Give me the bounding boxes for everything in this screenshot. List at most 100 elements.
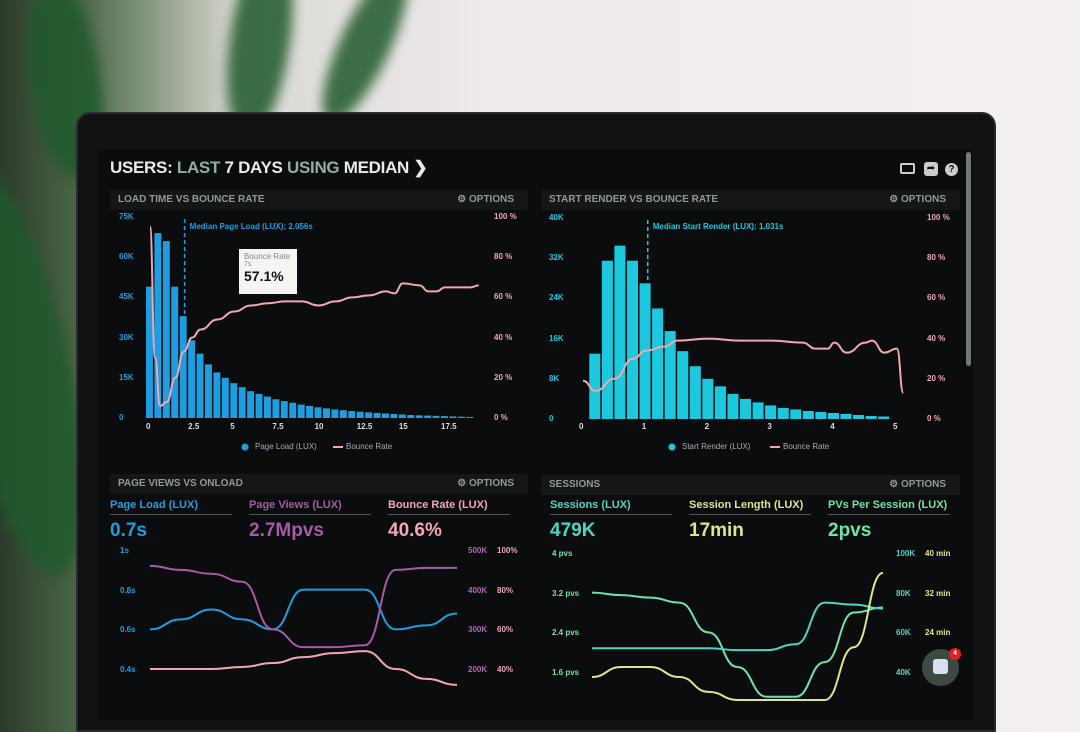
x-axis-tick: 2 xyxy=(704,422,710,431)
y2-axis-tick: 200K xyxy=(468,665,488,674)
histogram-bar xyxy=(727,393,739,419)
histogram-bar xyxy=(689,366,701,419)
y2-axis-tick: 0 % xyxy=(927,414,941,423)
histogram-bar xyxy=(205,364,212,418)
title-using: USING xyxy=(287,158,340,177)
y-axis-tick: 1.6 pvs xyxy=(552,668,580,677)
histogram-bar xyxy=(171,286,179,418)
chevron-down-icon[interactable]: ❯ xyxy=(413,158,428,177)
y3-axis-tick: 24 min xyxy=(925,628,951,638)
histogram-bar xyxy=(213,372,221,418)
histogram-bar xyxy=(652,308,664,419)
histogram-bar xyxy=(390,413,398,418)
panel-title: LOAD TIME VS BOUNCE RATE xyxy=(118,194,265,205)
y-axis-tick: 30K xyxy=(119,332,134,342)
histogram-bar xyxy=(365,412,373,418)
metric-label: Session Length (LUX) xyxy=(689,499,811,515)
x-axis-tick: 0 xyxy=(579,422,584,431)
legend-swatch xyxy=(668,443,676,451)
histogram-bar xyxy=(441,416,448,418)
y-axis-tick: 0.4s xyxy=(120,665,136,674)
histogram-bar xyxy=(601,260,613,419)
histogram-bar xyxy=(589,353,601,419)
histogram-bar xyxy=(280,401,288,418)
y2-axis-tick: 100K xyxy=(896,549,916,558)
title-users: USERS: xyxy=(110,158,173,177)
histogram-bar xyxy=(802,410,814,419)
y2-axis-tick: 80 % xyxy=(494,252,513,262)
histogram-bar xyxy=(348,411,356,418)
y3-axis-tick: 40% xyxy=(497,665,514,674)
histogram-bar xyxy=(878,416,890,419)
histogram-bar xyxy=(179,316,187,418)
bounce-rate-line xyxy=(149,226,479,407)
y-axis-tick: 32K xyxy=(549,253,564,263)
x-axis-tick: 10 xyxy=(314,422,324,431)
histogram-bar xyxy=(432,415,440,418)
histogram-bar xyxy=(255,393,263,418)
y3-axis-tick: 100% xyxy=(497,546,518,555)
series-line xyxy=(591,591,884,698)
histogram-bar xyxy=(714,386,726,419)
series-line xyxy=(150,650,458,686)
page-title[interactable]: USERS: LAST 7 DAYS USING MEDIAN ❯ xyxy=(110,158,428,178)
histogram-bar xyxy=(162,241,170,418)
histogram-bar xyxy=(424,415,432,418)
metric-value: 40.6% xyxy=(388,520,442,541)
options-button[interactable]: ⚙ OPTIONS xyxy=(457,194,514,205)
metric-value: 2pvs xyxy=(828,520,872,541)
y-axis-tick: 4 pvs xyxy=(552,549,573,558)
y-axis-tick: 75K xyxy=(119,212,134,221)
x-axis-tick: 12.5 xyxy=(356,422,373,431)
share-icon[interactable]: ➦ xyxy=(924,162,938,176)
histogram-bar xyxy=(247,391,255,418)
tooltip-label: Bounce Rate xyxy=(244,252,291,261)
help-icon[interactable]: ? xyxy=(945,163,958,176)
y-axis-tick: 60K xyxy=(119,252,134,262)
histogram-bar xyxy=(827,412,839,419)
histogram-bar xyxy=(289,402,297,418)
histogram-bar xyxy=(238,387,246,418)
options-button[interactable]: ⚙ OPTIONS xyxy=(457,478,514,489)
tooltip-value: 57.1% xyxy=(244,268,284,284)
y3-axis-tick: 60% xyxy=(497,625,514,635)
metric-value: 479K xyxy=(550,520,596,541)
panel-header-page-views: PAGE VIEWS VS ONLOAD ⚙ OPTIONS xyxy=(110,474,528,494)
y2-axis-tick: 80 % xyxy=(927,253,946,263)
x-axis-tick: 3 xyxy=(767,422,772,431)
histogram-bar xyxy=(790,409,802,419)
histogram-bar xyxy=(777,407,789,419)
tooltip-sub: 7s xyxy=(244,261,252,268)
histogram-bar xyxy=(146,286,153,418)
monitor-icon[interactable] xyxy=(900,163,915,174)
panel-title: SESSIONS xyxy=(549,479,601,490)
options-button[interactable]: ⚙ OPTIONS xyxy=(889,479,946,490)
options-button[interactable]: ⚙ OPTIONS xyxy=(889,194,946,205)
x-axis-tick: 2.5 xyxy=(188,422,200,431)
title-stat[interactable]: MEDIAN xyxy=(343,158,410,177)
histogram-bar xyxy=(765,405,777,419)
notification-badge: 4 xyxy=(949,648,961,660)
y-axis-tick: 45K xyxy=(119,292,134,302)
title-range[interactable]: 7 DAYS xyxy=(224,158,283,177)
histogram-bar xyxy=(840,413,852,419)
x-axis-tick: 4 xyxy=(830,422,835,431)
y-axis-tick: 0.8s xyxy=(120,585,136,595)
histogram-bar xyxy=(382,413,389,418)
x-axis-tick: 17.5 xyxy=(441,422,457,431)
y-axis-tick: 15K xyxy=(119,372,134,382)
chat-icon xyxy=(933,659,948,674)
y-axis-tick: 3.2 pvs xyxy=(552,588,580,598)
histogram-bar xyxy=(323,408,330,418)
y-axis-tick: 16K xyxy=(549,333,564,343)
y2-axis-tick: 400K xyxy=(468,585,488,595)
chat-button[interactable] xyxy=(922,649,959,686)
metric-value: 2.7Mpvs xyxy=(249,520,324,541)
legend-label: Bounce Rate xyxy=(783,442,830,451)
histogram-bar xyxy=(221,377,229,418)
scrollbar[interactable] xyxy=(966,152,971,366)
histogram-bar xyxy=(314,407,322,418)
series-line xyxy=(591,571,884,701)
x-axis-tick: 1 xyxy=(641,422,647,431)
